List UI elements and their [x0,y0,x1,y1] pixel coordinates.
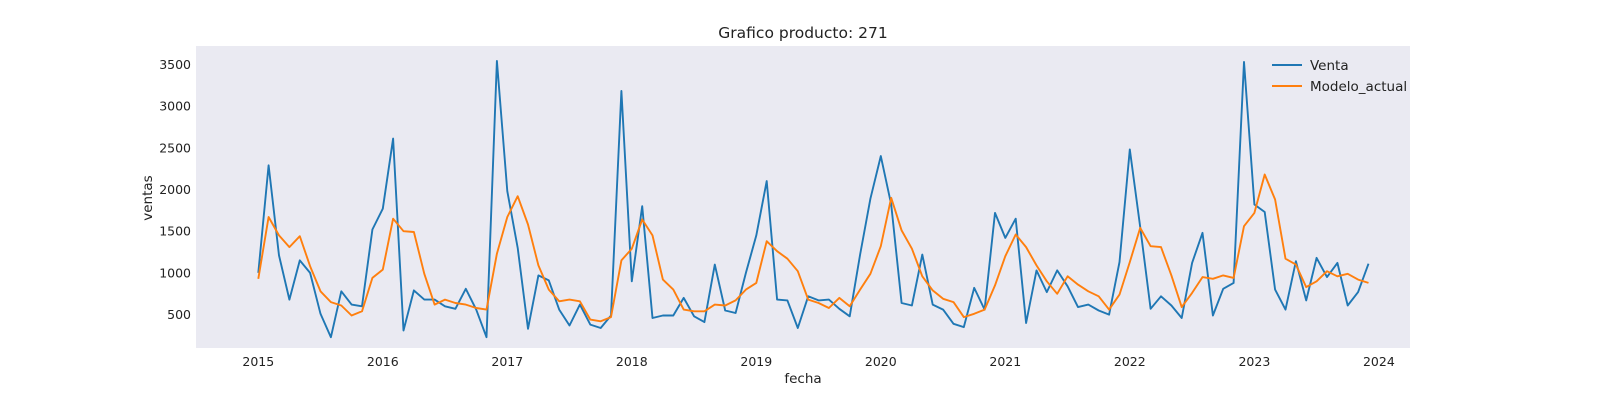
x-tick-label: 2016 [367,354,399,369]
x-tick-labels: 2015 2016 2017 2018 2019 2020 2021 2022 2023 2024 [242,354,1394,369]
y-axis-label: ventas [140,175,156,220]
y-tick-label: 1500 [159,224,191,239]
x-tick-label: 2020 [865,354,897,369]
x-tick-label: 2024 [1363,354,1395,369]
x-tick-label: 2015 [242,354,274,369]
y-tick-labels: 500 1000 1500 2000 2500 3000 3500 [159,57,191,322]
series-line-modelo-actual [257,173,1369,323]
y-tick-label: 1000 [159,265,191,280]
legend-label-modelo-actual: Modelo_actual [1310,79,1407,95]
chart-title: Grafico producto: 271 [718,24,887,42]
x-tick-label: 2017 [491,354,523,369]
x-tick-label: 2021 [989,354,1021,369]
y-tick-label: 500 [167,307,191,322]
y-tick-label: 3500 [159,57,191,72]
y-tick-label: 2000 [159,182,191,197]
x-tick-label: 2022 [1114,354,1146,369]
legend: Venta Modelo_actual [1272,58,1407,95]
x-tick-label: 2018 [616,354,648,369]
y-tick-label: 3000 [159,99,191,114]
y-tick-label: 2500 [159,140,191,155]
series-line-venta [257,60,1370,339]
legend-label-venta: Venta [1310,58,1349,74]
x-axis-label: fecha [784,371,821,387]
x-tick-label: 2019 [740,354,772,369]
plot-area [196,46,1410,348]
series-layer [257,60,1370,339]
x-tick-label: 2023 [1238,354,1270,369]
